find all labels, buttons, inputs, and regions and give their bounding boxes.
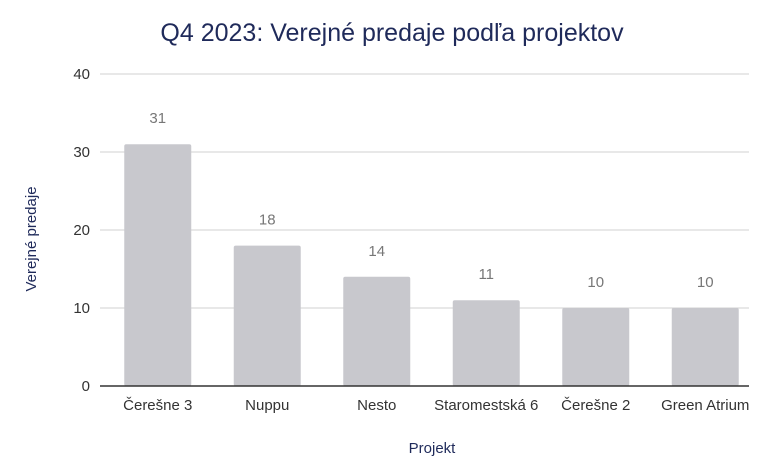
y-tick-label: 0: [82, 378, 90, 395]
y-axis-ticks: 0 10 20 30 40: [73, 66, 90, 395]
x-tick-label: Green Atrium: [661, 397, 749, 414]
bar: [343, 276, 411, 386]
chart-title: Q4 2023: Verejné predaje podľa projektov: [160, 19, 624, 47]
x-axis-ticks: Čerešne 3 Nuppu Nesto Staromestská 6 Čerešne…: [123, 397, 749, 414]
gridlines: [100, 73, 749, 309]
y-tick-label: 10: [73, 300, 90, 317]
x-tick-label: Nuppu: [245, 397, 289, 414]
bars: [124, 144, 739, 386]
y-axis-title: Verejné predaje: [23, 186, 40, 291]
x-tick-label: Nesto: [357, 397, 396, 414]
data-label: 11: [478, 266, 494, 283]
data-label: 10: [697, 274, 714, 291]
bar: [562, 308, 630, 386]
data-label: 18: [259, 212, 276, 229]
x-axis-title: Projekt: [409, 440, 457, 457]
data-labels: 31 18 14 11 10 10: [149, 110, 713, 291]
y-tick-label: 20: [73, 222, 90, 239]
bar: [452, 300, 520, 386]
bar: [671, 308, 739, 386]
x-tick-label: Čerešne 3: [123, 397, 192, 414]
x-tick-label: Čerešne 2: [561, 397, 630, 414]
bar: [233, 245, 301, 386]
data-label: 14: [368, 243, 385, 260]
y-tick-label: 30: [73, 144, 90, 161]
data-label: 31: [149, 110, 166, 127]
x-tick-label: Staromestská 6: [434, 397, 538, 414]
y-tick-label: 40: [73, 66, 90, 83]
bar: [124, 144, 192, 386]
data-label: 10: [587, 274, 604, 291]
